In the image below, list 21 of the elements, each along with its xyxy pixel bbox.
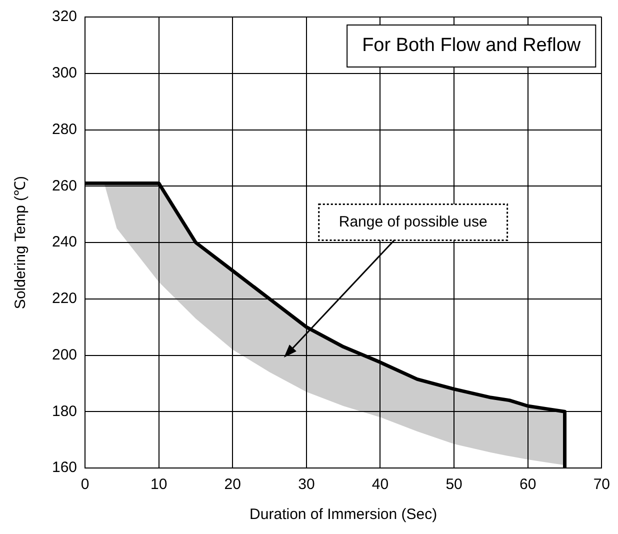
y-tick-label: 260: [52, 177, 78, 194]
x-tick-label: 50: [446, 476, 462, 494]
x-tick-label: 60: [520, 476, 536, 494]
y-tick-label: 300: [52, 64, 78, 82]
x-tick-label: 20: [224, 476, 241, 494]
y-tick-label: 220: [52, 290, 78, 308]
y-tick-label: 320: [52, 8, 78, 26]
y-axis-title: Soldering Temp (℃): [12, 176, 30, 310]
y-tick-label: 180: [52, 402, 78, 420]
x-tick-label: 40: [372, 476, 389, 494]
y-tick-label: 240: [52, 234, 78, 251]
x-tick-label: 0: [80, 476, 90, 494]
x-tick-label: 70: [593, 476, 610, 494]
x-tick-label: 10: [150, 476, 168, 494]
annotation: For Both Flow and Reflow: [362, 35, 581, 56]
y-tick-label: 160: [52, 459, 78, 476]
x-tick-label: 30: [298, 476, 315, 494]
y-tick-label: 280: [52, 120, 78, 138]
y-tick-label: 200: [52, 346, 78, 364]
annotation: Range of possible use: [338, 213, 488, 230]
x-axis-title: Duration of Immersion (Sec): [250, 506, 438, 524]
